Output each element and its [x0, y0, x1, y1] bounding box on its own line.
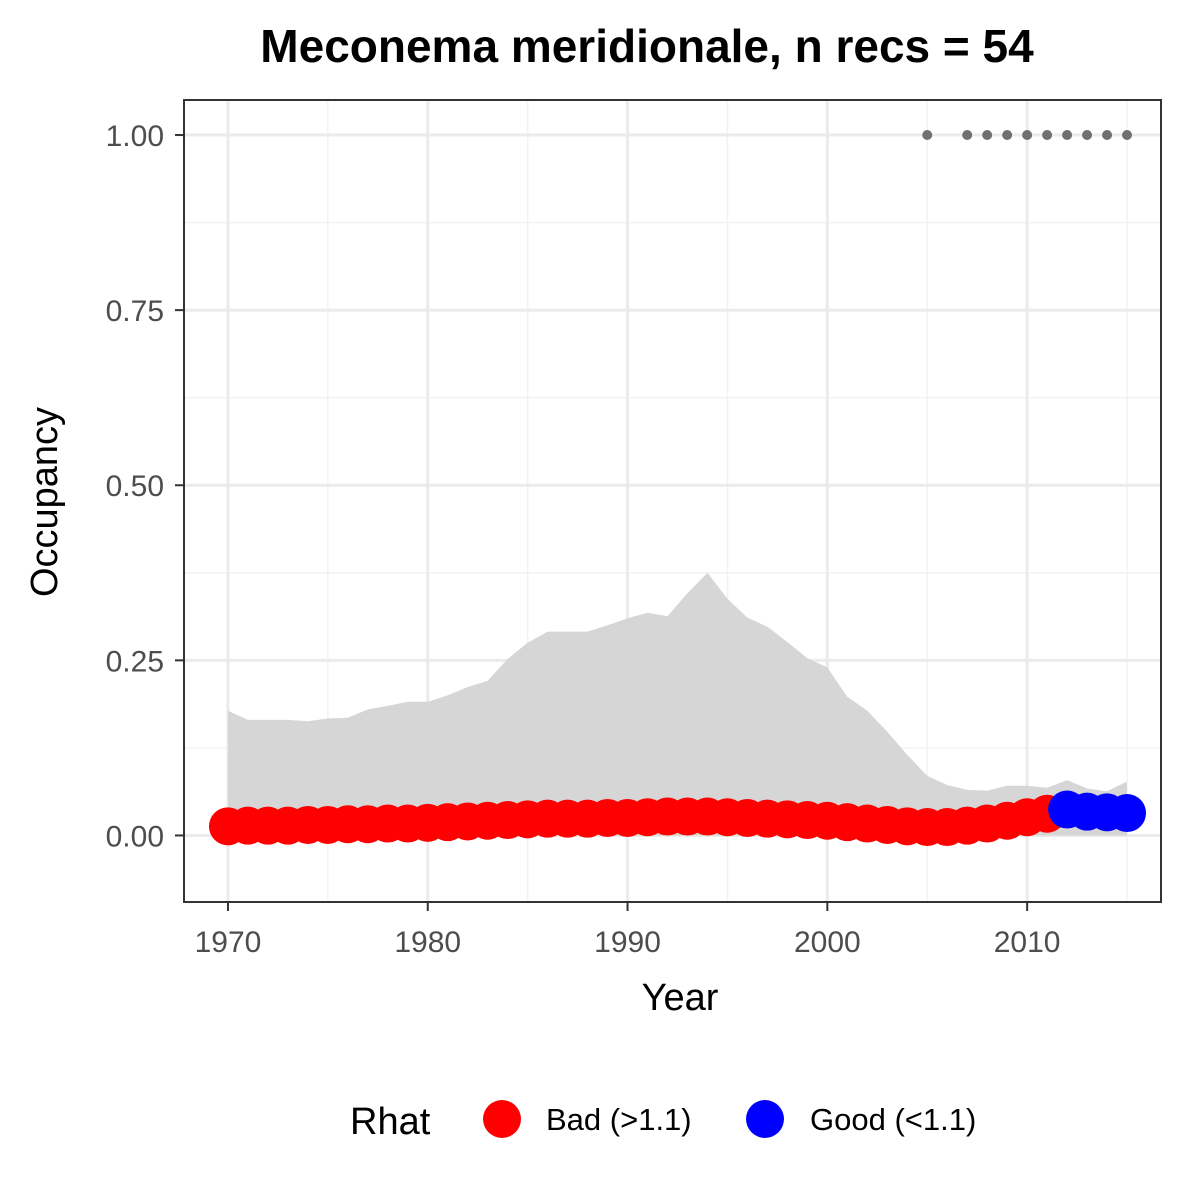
y-tick-label: 0.75 — [106, 295, 164, 328]
legend-swatch-bad — [483, 1100, 521, 1138]
record-point — [1022, 130, 1033, 141]
legend-label-bad: Bad (>1.1) — [546, 1102, 692, 1137]
record-point — [982, 130, 993, 141]
plot-panel — [183, 99, 1162, 903]
x-tick-label: 1990 — [594, 926, 661, 959]
x-tick-label: 2000 — [794, 926, 861, 959]
legend-title: Rhat — [350, 1101, 431, 1143]
x-axis-title: Year — [642, 977, 719, 1019]
record-point — [962, 130, 973, 141]
y-tick-label: 0.25 — [106, 645, 164, 678]
x-tick-label: 1980 — [394, 926, 461, 959]
x-tick-label: 2010 — [994, 926, 1061, 959]
y-tick-label: 1.00 — [106, 120, 164, 153]
record-point — [1102, 130, 1113, 141]
record-points — [922, 130, 1133, 141]
record-point — [1122, 130, 1133, 141]
record-point — [1082, 130, 1093, 141]
occupancy-points — [208, 790, 1147, 847]
y-tick-label: 0.50 — [106, 470, 164, 503]
x-axis: 1970 1980 1990 2000 2010 — [195, 902, 1061, 959]
record-point — [1002, 130, 1013, 141]
data-point-good — [1108, 794, 1147, 833]
legend: Rhat Bad (>1.1) Good (<1.1) — [350, 1100, 976, 1143]
record-point — [1042, 130, 1053, 141]
y-tick-label: 0.00 — [106, 820, 164, 853]
x-tick-label: 1970 — [195, 926, 262, 959]
y-axis-title: Occupancy — [24, 407, 66, 597]
record-point — [922, 130, 933, 141]
chart-title: Meconema meridionale, n recs = 54 — [260, 20, 1034, 72]
confidence-ribbon — [228, 572, 1127, 836]
legend-label-good: Good (<1.1) — [810, 1102, 976, 1137]
legend-swatch-good — [746, 1100, 784, 1138]
record-point — [1062, 130, 1073, 141]
y-axis: 0.00 0.25 0.50 0.75 1.00 — [106, 120, 184, 853]
panel-border — [183, 99, 1162, 903]
